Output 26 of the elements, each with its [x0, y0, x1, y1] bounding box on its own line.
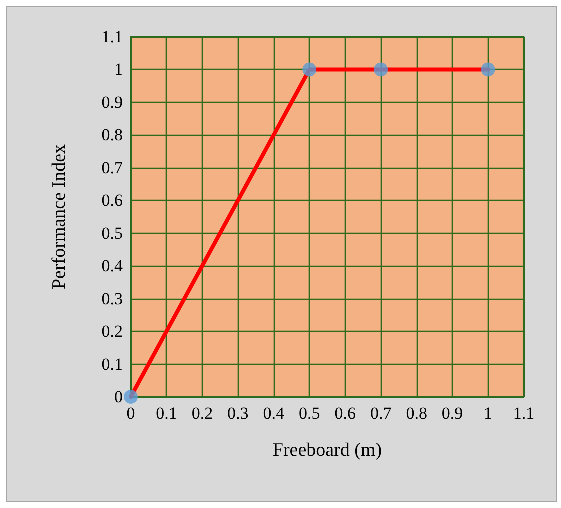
x-tick-label: 0.8 [406, 404, 428, 423]
y-tick-label: 0.4 [102, 256, 124, 276]
y-tick-label: 0.2 [102, 322, 123, 342]
x-tick-label: 0.6 [334, 404, 356, 423]
x-tick-label: 0.2 [192, 404, 214, 423]
x-tick-label: 0.4 [263, 404, 286, 423]
x-tick-label: 0.5 [299, 404, 320, 423]
y-tick-label: 0.6 [102, 191, 123, 210]
x-axis-title: Freeboard (m) [272, 440, 382, 461]
y-tick-label: 0.1 [102, 354, 123, 374]
x-tick-label: 1.1 [513, 404, 535, 423]
x-tick-label: 0.1 [156, 404, 178, 423]
y-tick-label: 0 [114, 388, 123, 406]
y-tick-label: 0.8 [102, 126, 123, 145]
x-tick-label: 0.9 [442, 404, 464, 423]
y-tick-label: 0.7 [102, 158, 124, 178]
y-tick-label: 0.5 [102, 224, 123, 243]
x-tick-label: 0.3 [228, 404, 249, 423]
x-tick-label: 1 [484, 404, 493, 423]
x-tick-label: 0 [126, 404, 136, 423]
y-axis-title: Performance Index [49, 144, 70, 290]
x-tick-label: 0.7 [370, 404, 392, 423]
y-tick-label: 0.3 [102, 289, 123, 308]
y-tick-label: 1 [114, 60, 123, 80]
y-tick-label: 0.9 [102, 92, 123, 112]
y-tick-label: 1.1 [102, 28, 123, 46]
